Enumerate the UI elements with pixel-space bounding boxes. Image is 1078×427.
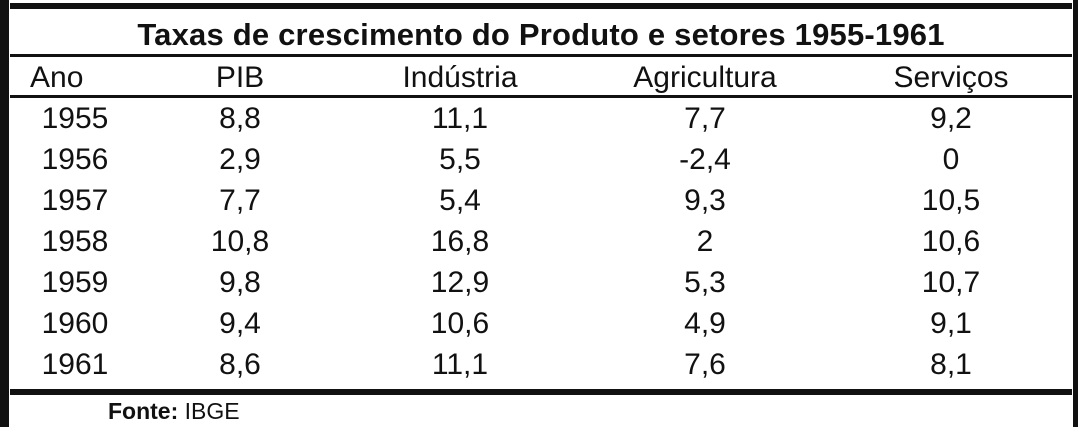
table-cell-industria: 16,8: [430, 225, 490, 258]
table-title: Taxas de crescimento do Produto e setore…: [10, 9, 1072, 57]
growth-rates-table: Taxas de crescimento do Produto e setore…: [10, 3, 1072, 395]
table-cell-year: 1957: [41, 184, 109, 217]
header-agricultura: Agricultura: [580, 57, 830, 98]
left-border: [0, 0, 9, 427]
table-cell-agricultura: 7,7: [684, 102, 726, 135]
source-note: Fonte: IBGE: [108, 398, 240, 425]
table-cell-pib: 10,8: [210, 225, 270, 258]
table-cell-pib: 9,4: [219, 307, 261, 340]
table-cell-year: 1961: [41, 348, 109, 381]
table-cell-agricultura: 4,9: [684, 307, 726, 340]
table-cell-agricultura: 7,6: [684, 348, 726, 381]
table-cell-agricultura: -2,4: [679, 143, 731, 176]
table-cell-pib: 8,8: [219, 102, 261, 135]
table-cell-servicos: 10,5: [921, 184, 981, 217]
header-ano: Ano: [10, 57, 140, 98]
table-cell-servicos: 8,1: [930, 348, 972, 381]
source-value: IBGE: [184, 398, 240, 424]
table-cell-year: 1958: [41, 225, 109, 258]
table-cell-agricultura: 2: [696, 225, 714, 258]
table-cell-servicos: 10,7: [921, 266, 981, 299]
header-industria: Indústria: [340, 57, 580, 98]
table-cell-year: 1956: [41, 143, 109, 176]
table-cell-servicos: 10,6: [921, 225, 981, 258]
table-grid: Ano PIB Indústria Agricultura Serviços 1…: [10, 57, 1072, 385]
table-cell-agricultura: 5,3: [684, 266, 726, 299]
table-cell-pib: 7,7: [219, 184, 261, 217]
table-cell-industria: 5,4: [439, 184, 481, 217]
table-cell-pib: 2,9: [219, 143, 261, 176]
table-cell-industria: 11,1: [431, 348, 489, 381]
table-cell-year: 1960: [41, 307, 109, 340]
table-cell-industria: 5,5: [439, 143, 481, 176]
right-border: [1073, 0, 1078, 427]
table-cell-industria: 12,9: [430, 266, 490, 299]
table-cell-industria: 10,6: [430, 307, 490, 340]
table-cell-servicos: 9,1: [930, 307, 972, 340]
table-cell-industria: 11,1: [431, 102, 489, 135]
table-cell-agricultura: 9,3: [684, 184, 726, 217]
header-servicos: Serviços: [830, 57, 1072, 98]
table-cell-year: 1955: [41, 102, 109, 135]
header-pib: PIB: [140, 57, 340, 98]
table-cell-year: 1959: [41, 266, 109, 299]
table-cell-pib: 9,8: [219, 266, 261, 299]
table-cell-servicos: 0: [942, 143, 960, 176]
source-label: Fonte:: [108, 398, 179, 424]
table-cell-pib: 8,6: [219, 348, 261, 381]
table-cell-servicos: 9,2: [930, 102, 972, 135]
